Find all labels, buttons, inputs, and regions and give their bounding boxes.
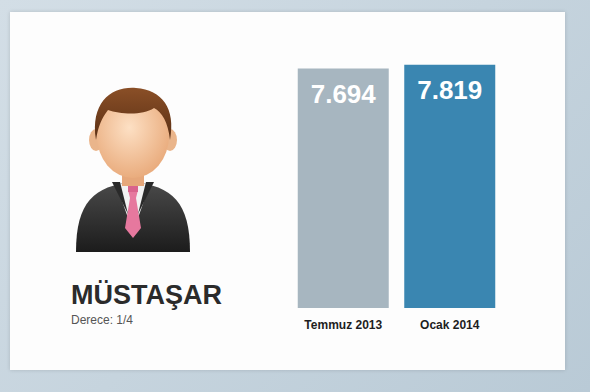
svg-text:MÜSTAŞAR: MÜSTAŞAR: [71, 280, 222, 310]
svg-text:7.694: 7.694: [311, 79, 377, 109]
svg-text:Temmuz 2013: Temmuz 2013: [304, 318, 382, 332]
svg-text:7.819: 7.819: [417, 75, 482, 105]
svg-text:Ocak 2014: Ocak 2014: [420, 318, 480, 332]
svg-text:Derece: 1/4: Derece: 1/4: [71, 313, 133, 327]
